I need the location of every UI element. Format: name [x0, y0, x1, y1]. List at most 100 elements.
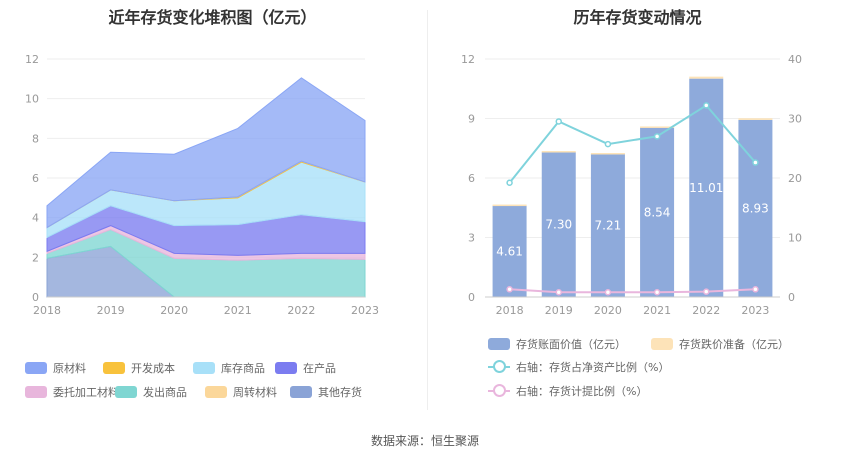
legend-swatch [115, 386, 137, 398]
legend-label: 存货账面价值（亿元） [516, 338, 626, 351]
legend-item[interactable]: 委托加工材料 [25, 384, 119, 400]
bar-book-value [640, 127, 675, 297]
line-series-1 [509, 288, 756, 294]
line-point [506, 286, 513, 293]
legend-item[interactable]: 开发成本 [103, 360, 175, 376]
line-point [555, 118, 562, 125]
x-tick-label: 2020 [160, 304, 188, 317]
legend-label: 委托加工材料 [53, 386, 119, 399]
legend-item[interactable]: 库存商品 [193, 360, 265, 376]
legend-dot [493, 360, 506, 373]
y-tick-label: 8 [32, 132, 39, 145]
bar-line-chart-panel: 历年存货变动情况 0 3 6 9 12 0 10 20 30 40 2018 2019 2020 2021… [425, 0, 850, 410]
bar-line-chart: 0 3 6 9 12 0 10 20 30 40 2018 2019 2020 2021 2022 2023 4… [461, 53, 802, 317]
bar-data-label: 11.01 [689, 181, 723, 195]
legend-item[interactable]: 其他存货 [290, 384, 362, 400]
y-tick-label: 3 [468, 232, 475, 245]
legend-label: 其他存货 [318, 386, 362, 399]
y2-tick-label: 0 [788, 291, 795, 304]
x-tick-label: 2022 [287, 304, 315, 317]
y2-tick-label: 20 [788, 172, 802, 185]
legend-swatch [193, 362, 215, 374]
line-point [653, 133, 661, 140]
bar-data-label: 7.21 [595, 219, 622, 233]
bar-impairment-reserve [541, 151, 576, 153]
legend-item[interactable]: 存货账面价值（亿元） [488, 336, 626, 352]
data-source: 数据来源：恒生聚源 [370, 434, 479, 448]
y-tick-label: 12 [461, 53, 475, 66]
y-tick-label: 9 [468, 113, 475, 126]
left-chart-title: 近年存货变化堆积图（亿元） [108, 8, 317, 27]
legend-label: 发出商品 [143, 386, 187, 399]
legend-label: 在产品 [303, 362, 336, 375]
legend-label: 右轴：存货占净资产比例（%） [516, 361, 670, 374]
legend-item[interactable]: 在产品 [275, 360, 336, 376]
y2-tick-label: 30 [788, 113, 802, 126]
line-point [604, 288, 612, 296]
area-series-7 [46, 77, 366, 229]
stacked-area-chart-panel: 近年存货变化堆积图（亿元） 0 2 4 6 8 10 12 2018 2019 2020 2021 2… [0, 0, 425, 410]
legend-label: 存货跌价准备（亿元） [679, 338, 789, 351]
bar-book-value [590, 154, 625, 297]
x-tick-label: 2021 [643, 304, 671, 317]
y-tick-label: 2 [32, 251, 39, 264]
legend-item[interactable]: 右轴：存货占净资产比例（%） [488, 359, 669, 375]
y-tick-label: 12 [25, 53, 39, 66]
bar-data-label: 7.30 [545, 218, 572, 232]
y2-tick-label: 40 [788, 53, 802, 66]
bar-book-value [541, 152, 576, 297]
bar-impairment-reserve [640, 126, 675, 128]
legend-swatch [290, 386, 312, 398]
line-point [752, 159, 759, 166]
legend-swatch [651, 338, 673, 350]
legend-dot [493, 384, 506, 397]
legend-item[interactable]: 周转材料 [205, 384, 277, 400]
legend-item[interactable]: 右轴：存货计提比例（%） [488, 383, 647, 399]
y-tick-label: 6 [32, 172, 39, 185]
y2-tick-label: 10 [788, 232, 802, 245]
legend-item[interactable]: 存货跌价准备（亿元） [651, 336, 789, 352]
line-series-0 [508, 104, 757, 184]
line-point [604, 140, 612, 148]
bar-book-value [689, 78, 724, 297]
bar-impairment-reserve [689, 76, 724, 79]
x-tick-label: 2018 [33, 304, 61, 317]
line-point [752, 286, 759, 293]
bar-book-value [492, 205, 527, 297]
legend-swatch [25, 362, 47, 374]
y-tick-label: 4 [32, 212, 39, 225]
right-chart-title: 历年存货变动情况 [573, 8, 702, 27]
bar-data-label: 8.54 [644, 205, 671, 219]
legend-line-swatch [488, 360, 510, 374]
legend-swatch [103, 362, 125, 374]
y-tick-label: 6 [468, 172, 475, 185]
legend-swatch [205, 386, 227, 398]
legend-swatch [488, 338, 510, 350]
legend-swatch [25, 386, 47, 398]
line-point [555, 288, 562, 296]
x-tick-label: 2019 [545, 304, 573, 317]
y-tick-label: 10 [25, 93, 39, 106]
legend-item[interactable]: 发出商品 [115, 384, 187, 400]
legend-line-swatch [488, 384, 510, 398]
stacked-area-chart: 0 2 4 6 8 10 12 2018 2019 2020 2021 2022 2023 [25, 53, 379, 317]
x-tick-label: 2022 [692, 304, 720, 317]
bar-impairment-reserve [492, 204, 527, 207]
legend-label: 周转材料 [233, 386, 277, 399]
x-tick-label: 2019 [97, 304, 125, 317]
line-point [506, 179, 513, 187]
legend-label: 原材料 [53, 362, 86, 375]
bar-data-label: 8.93 [742, 201, 769, 215]
legend-label: 开发成本 [131, 362, 175, 375]
line-point [653, 288, 661, 296]
y-tick-label: 0 [468, 291, 475, 304]
x-tick-label: 2023 [351, 304, 379, 317]
bar-data-label: 4.61 [496, 244, 523, 258]
bar-impairment-reserve [590, 153, 625, 155]
x-tick-label: 2021 [224, 304, 252, 317]
legend-label: 库存商品 [221, 362, 265, 375]
bar-impairment-reserve [738, 118, 773, 120]
panel-divider [427, 10, 428, 410]
legend-item[interactable]: 原材料 [25, 360, 86, 376]
x-tick-label: 2023 [741, 304, 769, 317]
